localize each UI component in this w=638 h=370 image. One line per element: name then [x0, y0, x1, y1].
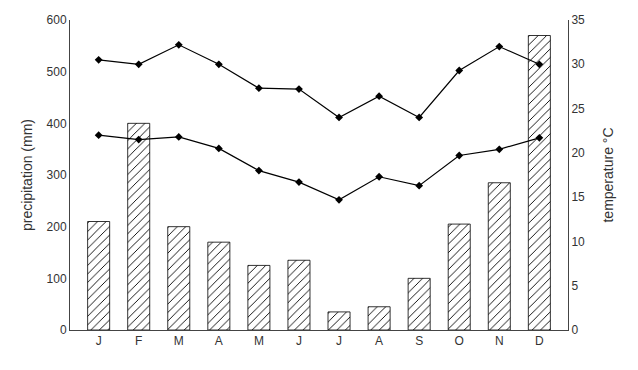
svg-text:500: 500	[47, 65, 67, 79]
svg-text:5: 5	[571, 279, 578, 293]
svg-text:J: J	[296, 334, 302, 348]
svg-text:S: S	[415, 334, 423, 348]
svg-text:temperature °C: temperature °C	[600, 127, 616, 222]
svg-text:N: N	[495, 334, 504, 348]
svg-text:20: 20	[571, 146, 585, 160]
svg-text:15: 15	[571, 190, 585, 204]
svg-text:A: A	[375, 334, 383, 348]
svg-text:0: 0	[571, 323, 578, 337]
svg-text:J: J	[336, 334, 342, 348]
svg-text:35: 35	[571, 13, 585, 27]
svg-text:600: 600	[47, 13, 67, 27]
svg-text:200: 200	[47, 220, 67, 234]
svg-text:precipitation (mm): precipitation (mm)	[19, 119, 35, 231]
svg-text:0: 0	[60, 323, 67, 337]
svg-text:M: M	[174, 334, 184, 348]
svg-text:A: A	[215, 334, 223, 348]
svg-text:J: J	[96, 334, 102, 348]
svg-text:F: F	[135, 334, 142, 348]
svg-text:O: O	[455, 334, 464, 348]
svg-text:M: M	[254, 334, 264, 348]
svg-text:25: 25	[571, 102, 585, 116]
svg-text:400: 400	[47, 117, 67, 131]
svg-text:100: 100	[47, 272, 67, 286]
svg-text:30: 30	[571, 57, 585, 71]
svg-text:D: D	[535, 334, 544, 348]
svg-text:10: 10	[571, 235, 585, 249]
svg-text:300: 300	[47, 168, 67, 182]
